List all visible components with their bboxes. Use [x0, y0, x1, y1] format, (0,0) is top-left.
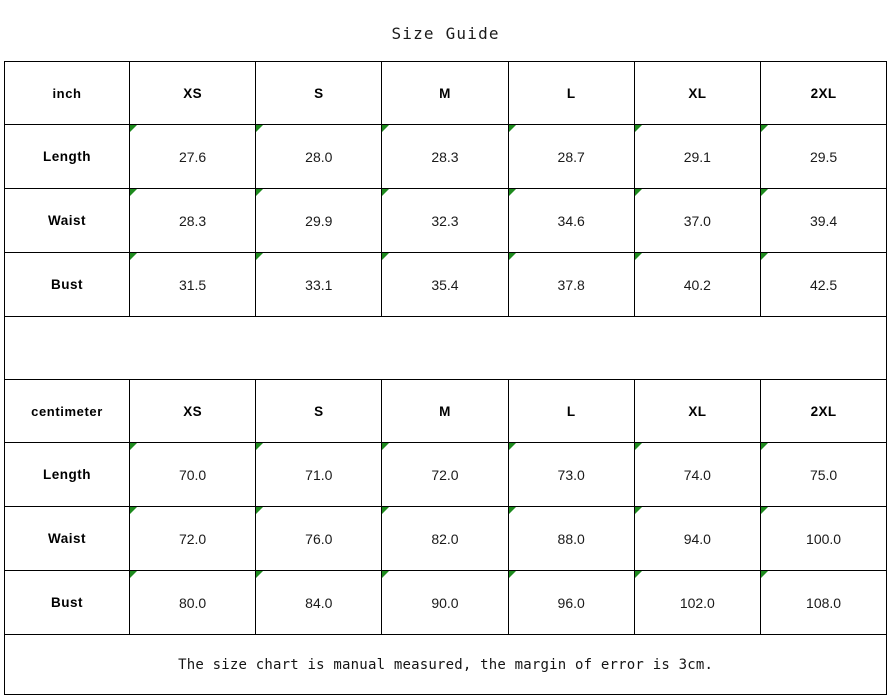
inch-waist-l: 34.6 — [507, 188, 635, 253]
table-separator-cell — [3, 316, 888, 380]
inch-bust-xs: 31.5 — [128, 252, 257, 317]
cm-bust-xl: 102.0 — [633, 570, 761, 635]
cm-bust-xs: 80.0 — [128, 570, 257, 635]
cm-unit-label: centimeter — [4, 379, 130, 443]
table-row: Bust 80.0 84.0 90.0 96.0 102.0 108.0 — [4, 570, 888, 635]
cm-length-s: 71.0 — [255, 442, 383, 507]
cm-length-xl: 74.0 — [633, 442, 761, 507]
size-guide-sheet: Size Guide inch XS S M L XL 2XL Length 2… — [3, 5, 888, 695]
cm-waist-2xl: 100.0 — [759, 506, 888, 571]
page-title: Size Guide — [3, 5, 888, 62]
cm-length-l: 73.0 — [507, 442, 635, 507]
inch-waist-m: 32.3 — [381, 188, 509, 253]
size-guide-table: Size Guide inch XS S M L XL 2XL Length 2… — [3, 5, 888, 695]
cm-bust-s: 84.0 — [255, 570, 383, 635]
inch-bust-m: 35.4 — [381, 252, 509, 317]
inch-row-label-bust: Bust — [4, 252, 130, 317]
cm-row-label-waist: Waist — [4, 506, 130, 571]
cm-waist-xl: 94.0 — [633, 506, 761, 571]
inch-header-m: M — [381, 61, 509, 125]
inch-row-label-length: Length — [4, 124, 130, 189]
cm-bust-2xl: 108.0 — [759, 570, 888, 635]
inch-bust-l: 37.8 — [507, 252, 635, 317]
cm-waist-s: 76.0 — [255, 506, 383, 571]
cm-length-2xl: 75.0 — [759, 442, 888, 507]
inch-waist-xs: 28.3 — [128, 188, 257, 253]
cm-row-label-bust: Bust — [4, 570, 130, 635]
inch-length-xl: 29.1 — [633, 124, 761, 189]
cm-header-row: centimeter XS S M L XL 2XL — [4, 379, 888, 443]
inch-header-2xl: 2XL — [759, 61, 888, 125]
table-row: Bust 31.5 33.1 35.4 37.8 40.2 42.5 — [4, 252, 888, 317]
inch-bust-xl: 40.2 — [633, 252, 761, 317]
table-row: Waist 72.0 76.0 82.0 88.0 94.0 100.0 — [4, 506, 888, 571]
inch-header-s: S — [255, 61, 383, 125]
table-row: Waist 28.3 29.9 32.3 34.6 37.0 39.4 — [4, 188, 888, 253]
table-row: Length 70.0 71.0 72.0 73.0 74.0 75.0 — [4, 442, 888, 507]
cm-header-xs: XS — [128, 379, 257, 443]
cm-length-xs: 70.0 — [128, 442, 257, 507]
cm-waist-m: 82.0 — [381, 506, 509, 571]
title-row: Size Guide — [3, 5, 888, 62]
inch-header-xl: XL — [633, 61, 761, 125]
inch-unit-label: inch — [4, 61, 130, 125]
cm-bust-l: 96.0 — [507, 570, 635, 635]
cm-bust-m: 90.0 — [381, 570, 509, 635]
inch-waist-2xl: 39.4 — [759, 188, 888, 253]
table-separator-row — [3, 316, 888, 380]
cm-length-m: 72.0 — [381, 442, 509, 507]
cm-header-s: S — [255, 379, 383, 443]
inch-bust-2xl: 42.5 — [759, 252, 888, 317]
inch-row-label-waist: Waist — [4, 188, 130, 253]
inch-header-l: L — [507, 61, 635, 125]
inch-waist-xl: 37.0 — [633, 188, 761, 253]
inch-header-xs: XS — [128, 61, 257, 125]
inch-length-l: 28.7 — [507, 124, 635, 189]
inch-length-m: 28.3 — [381, 124, 509, 189]
cm-waist-xs: 72.0 — [128, 506, 257, 571]
inch-header-row: inch XS S M L XL 2XL — [4, 61, 888, 125]
inch-bust-s: 33.1 — [255, 252, 383, 317]
cm-header-2xl: 2XL — [759, 379, 888, 443]
cm-header-l: L — [507, 379, 635, 443]
inch-length-2xl: 29.5 — [759, 124, 888, 189]
cm-waist-l: 88.0 — [507, 506, 635, 571]
table-row: Length 27.6 28.0 28.3 28.7 29.1 29.5 — [4, 124, 888, 189]
inch-waist-s: 29.9 — [255, 188, 383, 253]
inch-length-xs: 27.6 — [128, 124, 257, 189]
footer-row: The size chart is manual measured, the m… — [3, 634, 888, 695]
cm-row-label-length: Length — [4, 442, 130, 507]
cm-header-xl: XL — [633, 379, 761, 443]
cm-header-m: M — [381, 379, 509, 443]
size-guide-body: Size Guide inch XS S M L XL 2XL Length 2… — [3, 5, 888, 695]
measurement-disclaimer: The size chart is manual measured, the m… — [3, 634, 888, 695]
inch-length-s: 28.0 — [255, 124, 383, 189]
